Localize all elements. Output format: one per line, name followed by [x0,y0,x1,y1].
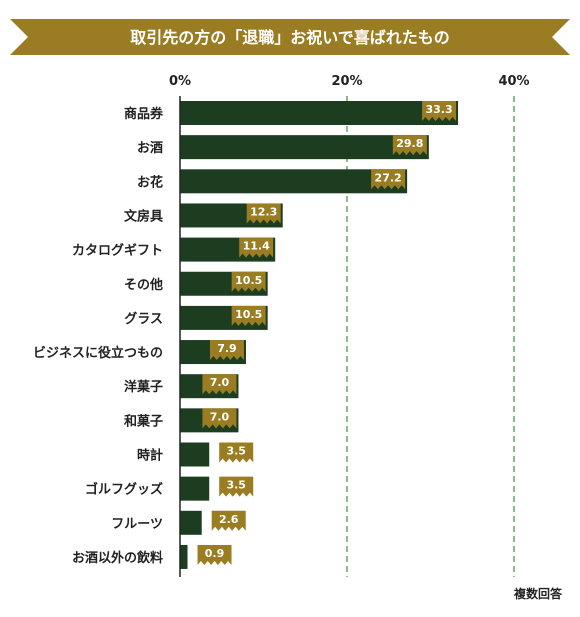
x-tick-label: 20% [331,74,362,89]
value-label: 7.9 [217,342,237,355]
value-label: 2.6 [219,513,239,526]
grid-lines [346,96,515,577]
value-badge [202,408,237,429]
bar [180,101,459,125]
category-label: 商品券 [124,106,164,122]
bar [180,442,210,467]
category-label: お酒 [137,141,163,156]
category-label: 洋菓子 [124,379,163,395]
value-badge [422,101,457,121]
value-label: 0.9 [205,547,225,560]
bar [180,544,188,569]
category-label: 時計 [137,448,163,464]
category-label: ゴルフグッズ [85,482,163,498]
category-label: お酒以外の飲料 [72,550,163,566]
note-label: 複数回答 [513,586,563,601]
category-label: 文房具 [124,208,163,224]
value-badge [211,510,246,531]
value-label: 10.5 [235,274,262,287]
bar [180,510,202,535]
value-label: 3.5 [226,479,246,492]
value-badge [246,203,281,224]
value-badge [231,305,266,326]
value-badge [219,476,254,497]
x-tick-label: 40% [498,74,529,89]
value-label: 33.3 [425,103,452,116]
category-label: グラス [124,311,163,327]
value-label: 7.0 [210,376,230,389]
x-tick-labels: 0% 20% 40% [169,74,530,89]
category-label: フルーツ [111,517,163,532]
value-label: 27.2 [375,171,402,184]
bars [180,101,459,569]
category-label: その他 [124,277,163,293]
x-tick-label: 0% [169,74,191,89]
value-badge [197,544,232,565]
value-label: 7.0 [210,410,230,423]
value-badge [371,169,406,190]
value-badge [231,271,266,292]
value-badge [392,135,427,156]
category-label: ビジネスに役立つもの [33,345,163,361]
value-label: 29.8 [396,137,423,150]
bar [180,135,429,160]
value-badges: 33.3 29.8 27.2 12.3 11.4 10.5 10.5 7.9 7.0 7.0 3.5… [197,101,457,565]
value-badge [209,340,244,361]
value-label: 11.4 [243,240,270,253]
category-labels: 商品券お酒お花文房具カタログギフトその他グラスビジネスに役立つもの洋菓子和菓子時… [33,106,164,566]
value-badge [202,374,237,395]
value-label: 12.3 [250,205,277,218]
value-label: 10.5 [235,308,262,321]
value-badge [219,442,254,463]
chart-title: 取引先の方の「退職」お祝いで喜ばれたもの [130,28,450,47]
value-badge [239,237,274,258]
bar [180,476,210,501]
category-label: お花 [137,174,163,190]
value-label: 3.5 [226,445,246,458]
bar [180,169,408,194]
title-banner [10,19,570,55]
category-label: 和菓子 [124,413,163,429]
category-label: カタログギフト [72,243,163,259]
